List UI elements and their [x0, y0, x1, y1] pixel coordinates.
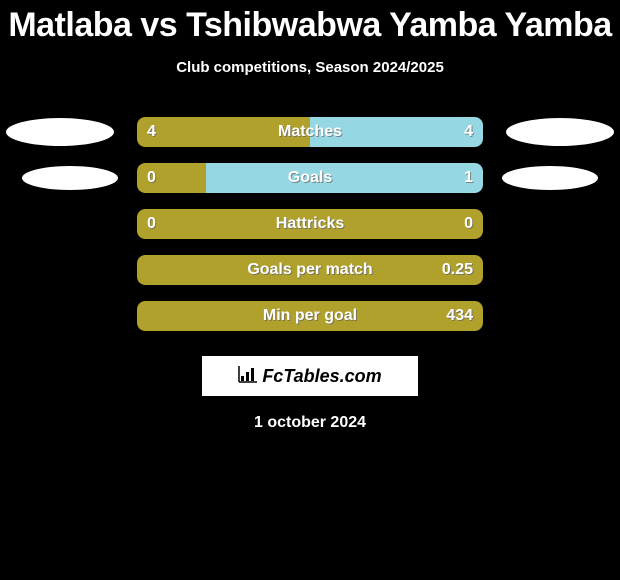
stat-label: Goals per match — [247, 261, 372, 279]
bar-track: 0 Goals 1 — [137, 163, 483, 193]
stat-label: Matches — [278, 123, 342, 141]
right-value: 0 — [464, 215, 473, 233]
page-title: Matlaba vs Tshibwabwa Yamba Yamba — [0, 0, 620, 45]
left-value: 0 — [147, 215, 156, 233]
right-value: 4 — [464, 123, 473, 141]
bar-track: 0 Hattricks 0 — [137, 209, 483, 239]
bar-track: Goals per match 0.25 — [137, 255, 483, 285]
right-ellipse — [506, 118, 614, 146]
stat-row: 4 Matches 4 — [0, 112, 620, 158]
comparison-chart: 4 Matches 4 0 Goals 1 0 Hattricks 0 Goals per mat… — [0, 112, 620, 342]
bar-chart-icon — [238, 365, 258, 388]
stat-row: 0 Goals 1 — [0, 158, 620, 204]
stat-label: Hattricks — [276, 215, 344, 233]
stat-row: 0 Hattricks 0 — [0, 204, 620, 250]
left-value: 4 — [147, 123, 156, 141]
bar-track: Min per goal 434 — [137, 301, 483, 331]
left-value: 0 — [147, 169, 156, 187]
right-bar — [206, 163, 483, 193]
stat-row: Goals per match 0.25 — [0, 250, 620, 296]
right-ellipse — [502, 166, 598, 190]
source-logo: FcTables.com — [202, 356, 418, 396]
right-value: 1 — [464, 169, 473, 187]
right-value: 0.25 — [442, 261, 473, 279]
right-value: 434 — [446, 307, 473, 325]
logo-text: FcTables.com — [262, 366, 381, 387]
stat-row: Min per goal 434 — [0, 296, 620, 342]
left-ellipse — [22, 166, 118, 190]
stat-label: Goals — [288, 169, 332, 187]
left-ellipse — [6, 118, 114, 146]
stat-label: Min per goal — [263, 307, 357, 325]
date-text: 1 october 2024 — [0, 414, 620, 432]
page-subtitle: Club competitions, Season 2024/2025 — [0, 59, 620, 76]
bar-track: 4 Matches 4 — [137, 117, 483, 147]
